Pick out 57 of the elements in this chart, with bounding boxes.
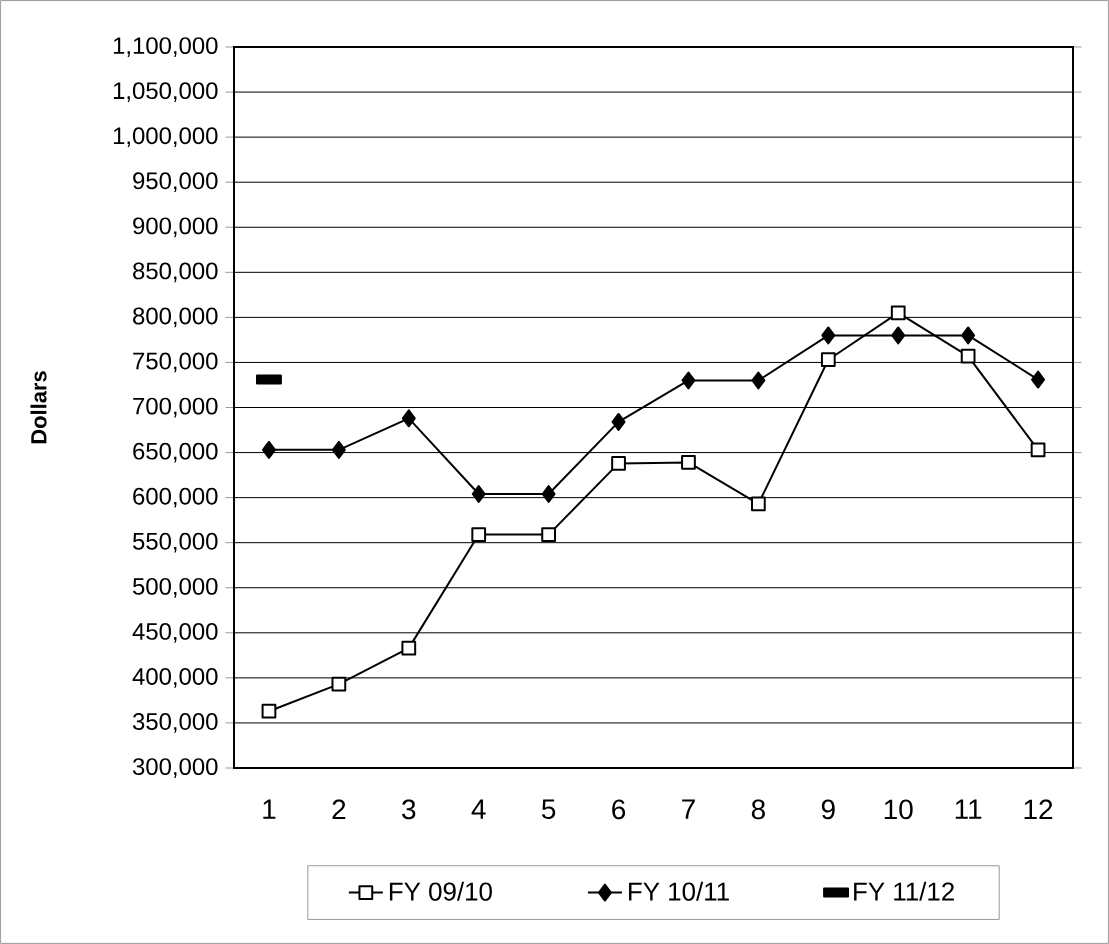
x-tick-label: 9 [821, 799, 835, 820]
x-tick-label: 5 [542, 799, 556, 820]
y-tick-label: 800,000 [133, 307, 218, 328]
y-tick-label: 1,050,000 [113, 82, 218, 102]
y-axis-title: Dollars [30, 371, 47, 444]
x-tick-label: 12 [1024, 799, 1053, 820]
y-tick-label: 550,000 [132, 532, 218, 553]
y-tick-label: 1,000,000 [113, 127, 218, 148]
y-tick-label: 1,100,000 [113, 37, 218, 57]
y-tick-label: 450,000 [132, 622, 218, 643]
point [471, 485, 486, 503]
point [261, 703, 277, 719]
x-tick-label: 7 [682, 799, 695, 819]
x-tick-label: 4 [471, 799, 486, 819]
point [611, 456, 626, 471]
point [541, 485, 556, 503]
y-tick-label: 400,000 [132, 668, 218, 688]
point [681, 455, 696, 470]
point [751, 496, 766, 512]
point [401, 640, 417, 656]
y-tick-label: 950,000 [133, 172, 218, 193]
point [331, 440, 346, 459]
x-tick-label: 8 [751, 799, 765, 820]
y-tick-label: 700,000 [133, 397, 218, 418]
x-tick-label: 6 [612, 799, 626, 820]
x-tick-label: 3 [402, 799, 416, 820]
y-tick-label: 350,000 [132, 713, 218, 733]
x-tick-label: 11 [955, 799, 982, 819]
point [960, 348, 976, 364]
point [820, 352, 836, 368]
x-tick-label: 10 [884, 799, 913, 820]
point [751, 371, 766, 390]
point [541, 527, 557, 542]
point [1031, 370, 1046, 389]
y-tick-label: 650,000 [133, 442, 218, 463]
y-tick-label: 750,000 [133, 352, 218, 373]
point [961, 326, 976, 345]
legend-label: FY 09/10 [389, 881, 492, 901]
point [401, 409, 416, 428]
point [681, 371, 696, 390]
point [890, 305, 906, 321]
point [261, 440, 276, 459]
point [891, 326, 906, 345]
y-tick-label: 500,000 [132, 577, 218, 598]
legend-label: FY 10/11 [629, 881, 729, 901]
point [471, 527, 487, 542]
x-tick-label: 1 [263, 799, 276, 819]
y-tick-label: 850,000 [133, 262, 218, 283]
y-tick-label: 300,000 [132, 758, 218, 778]
point [821, 326, 836, 345]
point [611, 412, 626, 431]
point [331, 676, 347, 692]
x-tick-label: 2 [332, 799, 346, 820]
legend-label: FY 11/12 [854, 881, 954, 901]
y-tick-label: 600,000 [133, 487, 218, 508]
y-tick-label: 900,000 [133, 217, 218, 238]
point [1030, 442, 1046, 458]
